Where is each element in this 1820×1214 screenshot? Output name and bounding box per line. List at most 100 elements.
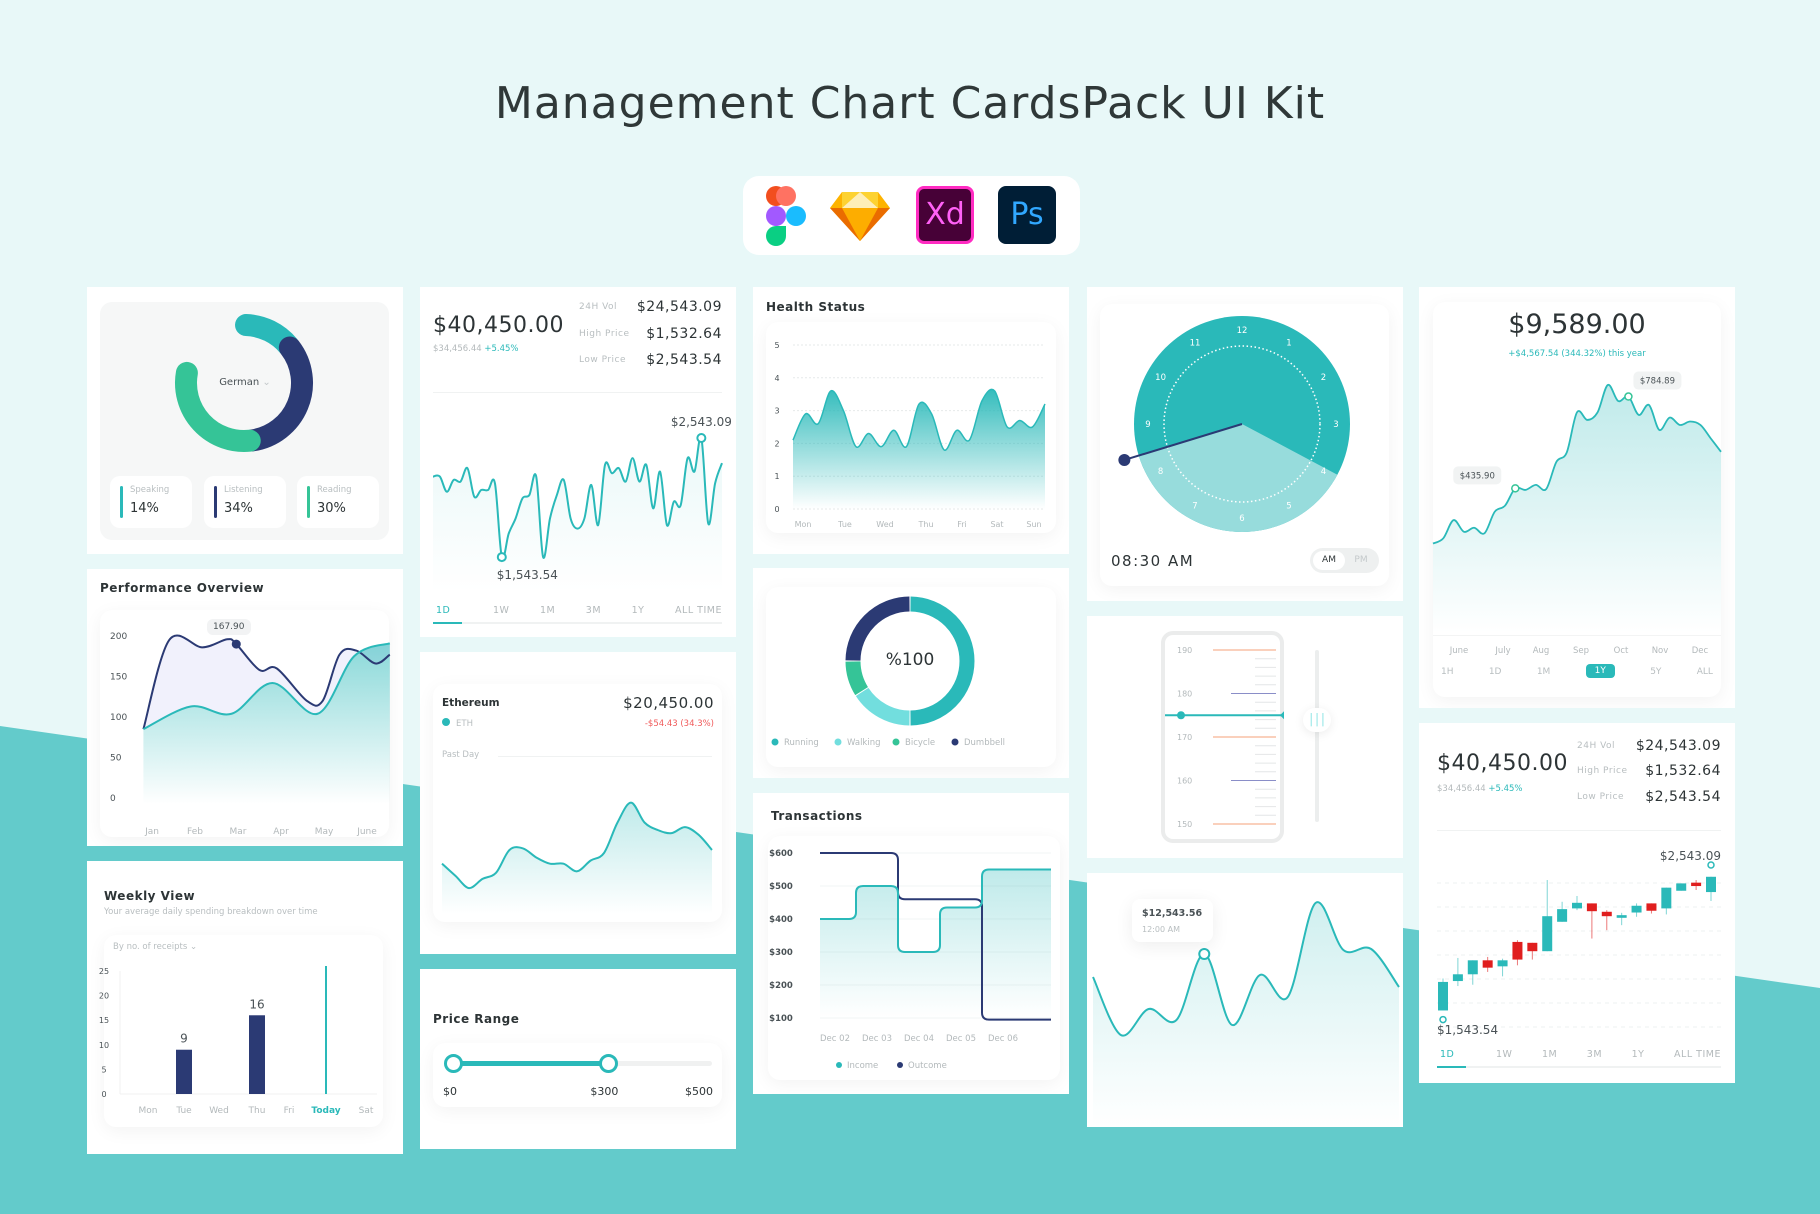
tab-1m[interactable]: 1M [1536, 667, 1551, 677]
donut-segment-running [910, 596, 975, 726]
legend-dot-outcome [897, 1062, 903, 1068]
tab-1m[interactable]: 1M [539, 605, 556, 616]
stat-low-price: Low Price $2,543.54 [579, 352, 722, 372]
candlestick-chart: $2,543.09 $1,543.54 [1437, 849, 1721, 1037]
marker-point [1511, 484, 1520, 493]
price-line-chart: $2,543.09 $1,543.54 [432, 415, 732, 592]
eth-line [441, 801, 713, 890]
bar-value-label: 16 [249, 997, 264, 1011]
x-tick-label: Dec 02 [820, 1034, 850, 1044]
x-tick-label: Tue [175, 1106, 192, 1116]
tab-3m[interactable]: 3M [585, 605, 602, 616]
marker-tooltip [1633, 371, 1682, 390]
vertical-slider-handle[interactable]: │││ [1303, 708, 1331, 732]
x-tick-label: Sat [359, 1106, 374, 1116]
mini-line [1092, 901, 1400, 1037]
tab-5y[interactable]: 5Y [1650, 667, 1662, 677]
clock-hand-handle [1118, 453, 1131, 466]
candle-down [1512, 941, 1523, 960]
height-ruler[interactable]: 190 180 170 160 150 [1087, 616, 1403, 858]
tab-3m[interactable]: 3M [1586, 1049, 1603, 1060]
legend-label: Dumbbell [964, 738, 1005, 748]
tab-1y[interactable]: 1Y [1585, 664, 1615, 678]
x-tick-label: Thu [917, 520, 933, 529]
language-select-value: German [219, 377, 260, 388]
x-tick-label: Aug [1533, 646, 1550, 656]
income-area-fill [820, 869, 1051, 1018]
time-range-tabs: 1D 1W 1M 3M 1Y ALL TIME [433, 605, 722, 624]
ethereum-name: Ethereum [442, 697, 500, 709]
ethereum-symbol: ETH [442, 718, 473, 729]
tab-1d[interactable]: 1D [1437, 1049, 1467, 1068]
range-min-label: $0 [443, 1085, 457, 1098]
listening-label: Listening [224, 485, 263, 495]
legend-dot-walking [834, 738, 842, 746]
price-change: +5.45% [484, 344, 519, 354]
range-max-label: $500 [685, 1085, 713, 1098]
sketch-logo-icon [830, 192, 890, 241]
candle-price-value: $40,450.00 [1437, 751, 1568, 776]
candle-up [1631, 905, 1642, 913]
mini-tooltip: $12,543.56 12:00 AM [1132, 899, 1213, 942]
language-card: German ⌄ Speaking 14% Listening 34% Read… [87, 287, 403, 554]
am-option[interactable]: AM [1313, 551, 1345, 570]
health-title: Health Status [766, 300, 866, 314]
tab-1y[interactable]: 1Y [631, 605, 645, 616]
ruler-label: 190 [1177, 646, 1192, 655]
am-pm-toggle[interactable]: AM PM [1310, 548, 1379, 573]
income-line [820, 868, 1051, 953]
x-tick-label: Tue [837, 520, 852, 529]
height-ruler-card: 190 180 170 160 150 │││ [1087, 616, 1403, 858]
x-tick-label: Today [311, 1106, 340, 1116]
pm-option[interactable]: PM [1354, 555, 1368, 565]
stat-value: $24,543.09 [1635, 738, 1721, 754]
tab-1d[interactable]: 1D [433, 605, 463, 624]
chevron-down-icon: ⌄ [189, 942, 198, 952]
x-tick-label: Dec 06 [988, 1034, 1018, 1044]
price-range-panel [433, 1043, 722, 1107]
receipts-filter-dropdown[interactable]: By no. of receipts ⌄ [113, 942, 197, 952]
weekly-panel [104, 935, 383, 1127]
tab-1h[interactable]: 1H [1441, 667, 1454, 677]
vertical-slider-track[interactable] [1315, 650, 1319, 822]
high-price-label: $2,543.09 [1660, 849, 1721, 863]
language-select[interactable]: German ⌄ [200, 377, 290, 388]
speaking-value: 14% [130, 501, 159, 516]
x-tick-label: May [315, 827, 334, 837]
stat-high-price: High Price $1,532.64 [1577, 763, 1721, 783]
minute-dots-ring [1163, 345, 1321, 503]
hour-label: 12 [1237, 326, 1248, 336]
tab-all[interactable]: ALL [1696, 667, 1713, 677]
stat-value: $1,532.64 [646, 326, 722, 342]
transactions-title: Transactions [771, 809, 863, 823]
tab-1y[interactable]: 1Y [1631, 1049, 1645, 1060]
legend-label: Income [847, 1061, 878, 1071]
x-tick-label: Jan [144, 827, 159, 837]
reading-color-bar [307, 486, 310, 518]
hour-label: 1 [1286, 339, 1291, 349]
clock-time: 08:30 AM [1111, 552, 1195, 570]
eth-symbol-text: ETH [456, 719, 473, 729]
tab-all-time[interactable]: ALL TIME [675, 605, 722, 616]
activity-donut-card: Running Walking Bicycle Dumbbell %100 [753, 568, 1069, 778]
slider-min-handle[interactable] [444, 1054, 463, 1073]
transactions-step-chart: $600 $500 $400 $300 $200 $100 Dec 02 Dec 03 Dec … [769, 849, 1051, 1071]
donut-center-label: %100 [885, 650, 935, 670]
tab-1w[interactable]: 1W [1495, 1049, 1513, 1060]
slider-max-handle[interactable] [599, 1054, 619, 1073]
tab-1m[interactable]: 1M [1541, 1049, 1558, 1060]
health-area-chart: 5 4 3 2 1 0 Mon Tue Wed Thu Fri Sat Sun [774, 341, 1046, 529]
hour-label: 11 [1190, 339, 1201, 349]
tab-all-time[interactable]: ALL TIME [1674, 1049, 1721, 1060]
stat-value: $2,543.54 [646, 352, 722, 368]
hour-label: 7 [1192, 501, 1197, 511]
y-tick-label: $200 [769, 981, 793, 991]
tab-1w[interactable]: 1W [492, 605, 510, 616]
performance-line-chart: 200 150 100 50 0 Jan Feb Mar Apr May June [110, 632, 391, 837]
tab-1d[interactable]: 1D [1488, 667, 1502, 677]
tooltip-point [1198, 948, 1211, 960]
performance-title: Performance Overview [100, 581, 265, 595]
stat-value: $2,543.54 [1645, 789, 1721, 805]
value-indicator-dot [1177, 711, 1185, 720]
